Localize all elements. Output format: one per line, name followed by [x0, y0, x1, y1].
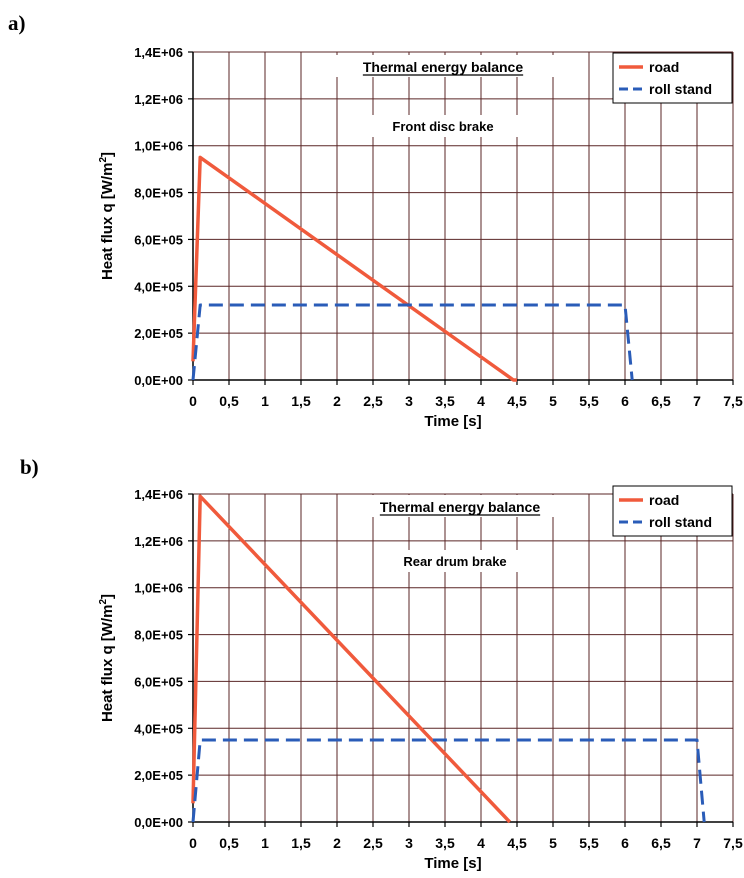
x-tick-label: 0: [189, 835, 197, 851]
x-tick-label: 1: [261, 835, 269, 851]
y-tick-label: 0,0E+00: [134, 815, 183, 830]
y-tick-label: 6,0E+05: [134, 232, 183, 247]
y-tick-label: 1,0E+06: [134, 581, 183, 596]
x-tick-label: 3,5: [435, 835, 455, 851]
chart-a: a) 0 0,5 1 1,5 2 2,5 3 3,5 4 4,5 5 5,5 6 6,5 7 7,5 0,0E+…: [8, 11, 743, 430]
x-tick-label: 2,5: [363, 835, 383, 851]
chart-title-box: Thermal energy balance: [349, 495, 571, 517]
chart-title-box: Thermal energy balance: [332, 55, 554, 77]
legend-label-road: road: [649, 59, 679, 75]
chart-subtitle: Front disc brake: [392, 119, 493, 134]
y-axis-title: Heat flux q [W/m2]: [98, 152, 116, 280]
y-tick-label: 1,4E+06: [134, 45, 183, 60]
x-tick-label: 1: [261, 393, 269, 409]
y-axis-title-superscript: 2: [98, 599, 109, 605]
x-axis-title: Time [s]: [424, 413, 481, 430]
y-axis-title-superscript: 2: [98, 157, 109, 163]
legend-box: [612, 485, 733, 537]
grid: [193, 493, 734, 822]
tick-labels: 0 0,5 1 1,5 2 2,5 3 3,5 4 4,5 5 5,5 6 6,5 7 7,5 0,0E+00 2…: [134, 487, 743, 851]
x-tick-label: 5: [549, 835, 557, 851]
series-lines: [191, 494, 706, 824]
legend-label-roll-stand: roll stand: [649, 514, 712, 530]
x-tick-label: 4: [477, 393, 485, 409]
x-tick-label: 6,5: [651, 835, 671, 851]
y-tick-label: 1,0E+06: [134, 139, 183, 154]
chart-subtitle-box: Front disc brake: [368, 115, 518, 137]
legend-label-road: road: [649, 492, 679, 508]
chart-title-bg: [349, 495, 571, 517]
x-tick-label: 3: [405, 393, 413, 409]
legend: road roll stand: [612, 485, 733, 537]
x-tick-label: 0,5: [219, 393, 239, 409]
chart-subtitle-box: Rear drum brake: [380, 550, 530, 572]
chart-subtitle-bg: [368, 115, 518, 137]
y-axis-title-main: Heat flux q [W/m: [99, 605, 116, 723]
chart-title: Thermal energy balance: [380, 499, 541, 515]
y-tick-label: 0,0E+00: [134, 373, 183, 388]
chart-subtitle-bg: [380, 550, 530, 572]
chart-subtitle: Rear drum brake: [403, 554, 506, 569]
x-tick-label: 3,5: [435, 393, 455, 409]
y-tick-label: 1,2E+06: [134, 534, 183, 549]
chart-title-bg: [332, 55, 554, 77]
y-tick-label: 6,0E+05: [134, 674, 183, 689]
x-tick-label: 7,5: [723, 393, 743, 409]
axes: [188, 493, 734, 827]
y-tick-label: 8,0E+05: [134, 628, 183, 643]
y-tick-label: 8,0E+05: [134, 186, 183, 201]
y-tick-label: 2,0E+05: [134, 326, 183, 341]
x-tick-label: 1,5: [291, 835, 311, 851]
x-tick-label: 5: [549, 393, 557, 409]
x-tick-label: 7: [693, 835, 701, 851]
x-tick-label: 4,5: [507, 393, 527, 409]
y-tick-label: 4,0E+05: [134, 721, 183, 736]
x-tick-label: 2,5: [363, 393, 383, 409]
y-tick-label: 1,4E+06: [134, 487, 183, 502]
series-lines: [191, 155, 634, 382]
series-line-roll-stand: [191, 303, 634, 381]
x-tick-label: 6,5: [651, 393, 671, 409]
y-tick-label: 1,2E+06: [134, 92, 183, 107]
y-axis-title-end: ]: [99, 152, 116, 157]
y-axis-title-end: ]: [99, 594, 116, 599]
x-tick-label: 3: [405, 835, 413, 851]
series-line-roll-stand: [191, 738, 706, 823]
panel-label: b): [20, 455, 39, 479]
x-tick-label: 0,5: [219, 835, 239, 851]
legend: road roll stand: [612, 52, 733, 104]
x-tick-label: 1,5: [291, 393, 311, 409]
grid: [193, 51, 734, 380]
legend-box: [612, 52, 733, 104]
x-tick-label: 0: [189, 393, 197, 409]
panel-label: a): [8, 11, 26, 35]
series-line-road: [191, 155, 517, 382]
x-tick-label: 6: [621, 835, 629, 851]
x-tick-label: 6: [621, 393, 629, 409]
y-tick-label: 4,0E+05: [134, 279, 183, 294]
x-tick-label: 4,5: [507, 835, 527, 851]
y-axis-title: Heat flux q [W/m2]: [98, 594, 116, 722]
x-tick-label: 5,5: [579, 835, 599, 851]
y-tick-label: 2,0E+05: [134, 768, 183, 783]
x-tick-label: 4: [477, 835, 485, 851]
x-tick-label: 7,5: [723, 835, 743, 851]
x-axis-title: Time [s]: [424, 855, 481, 872]
x-tick-label: 7: [693, 393, 701, 409]
x-tick-label: 5,5: [579, 393, 599, 409]
tick-labels: 0 0,5 1 1,5 2 2,5 3 3,5 4 4,5 5 5,5 6 6,5 7 7,5 0,0E+00 2…: [134, 45, 743, 409]
series-line-road: [191, 494, 512, 824]
y-axis-title-main: Heat flux q [W/m: [99, 163, 116, 281]
legend-label-roll-stand: roll stand: [649, 81, 712, 97]
x-tick-label: 2: [333, 393, 341, 409]
chart-title: Thermal energy balance: [363, 59, 524, 75]
x-tick-label: 2: [333, 835, 341, 851]
chart-b: b) 0 0,5 1 1,5 2 2,5 3 3,5 4 4,5 5 5,5 6 6,5 7 7,5 0,0E+…: [20, 455, 743, 872]
